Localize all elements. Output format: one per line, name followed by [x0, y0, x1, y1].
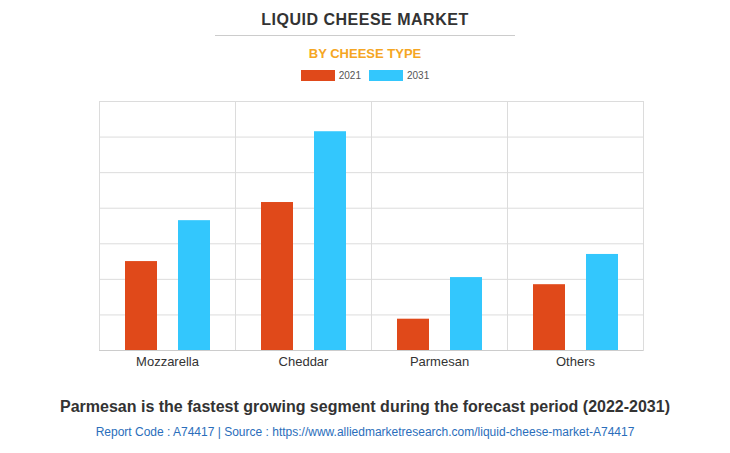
svg-text:Mozzarella: Mozzarella [136, 354, 200, 369]
html-text:2031: 2031 [407, 70, 430, 81]
html-text:Report Code : A74417 | Source: Report Code : A74417 | Source : https://… [95, 425, 635, 439]
svg-text:Parmesan: Parmesan [410, 354, 469, 369]
svg-text:Others: Others [556, 354, 596, 369]
html-text:BY CHEESE TYPE: BY CHEESE TYPE [308, 46, 422, 61]
html-text:LIQUID CHEESE MARKET: LIQUID CHEESE MARKET [261, 11, 469, 28]
html-text:Parmesan is the fastest growin: Parmesan is the fastest growing segment … [60, 398, 670, 415]
html-text:2021: 2021 [338, 70, 361, 81]
svg-text:Cheddar: Cheddar [279, 354, 330, 369]
